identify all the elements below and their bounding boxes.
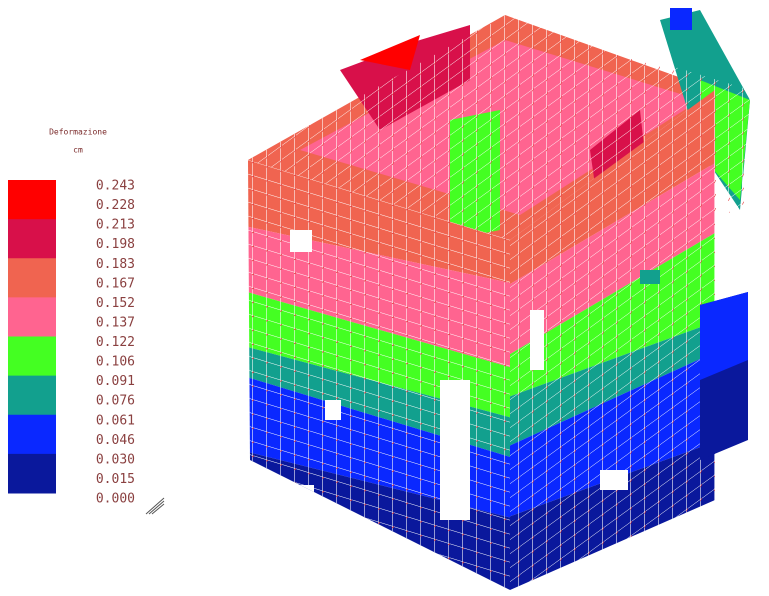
hatch-icon <box>145 497 165 515</box>
legend-label: 0.015 <box>96 472 135 487</box>
legend-label: 0.076 <box>96 394 135 409</box>
legend-label: 0.228 <box>96 198 135 213</box>
legend-swatch <box>8 219 56 259</box>
legend-label: 0.061 <box>96 413 135 428</box>
window <box>530 310 544 370</box>
legend-label: 0.091 <box>96 374 135 389</box>
legend-swatch <box>8 453 56 494</box>
legend-swatch <box>8 336 56 377</box>
legend-swatch <box>8 180 56 220</box>
legend-label: 0.046 <box>96 433 135 448</box>
window <box>290 230 312 252</box>
legend-swatch <box>8 297 56 337</box>
patch <box>360 35 420 70</box>
legend-label: 0.167 <box>96 276 135 291</box>
window <box>300 485 314 501</box>
patch <box>640 270 660 284</box>
legend-label: 0.137 <box>96 315 135 330</box>
legend-label: 0.000 <box>96 492 135 507</box>
legend-swatch <box>8 414 56 455</box>
legend-label: 0.030 <box>96 452 135 467</box>
legend-title: Deformazione <box>49 128 107 137</box>
legend-label: 0.198 <box>96 237 135 252</box>
legend-label: 0.213 <box>96 218 135 233</box>
window <box>600 470 628 490</box>
legend-unit: cm <box>73 146 83 155</box>
legend: Deformazione cm 0.243 0.228 0.213 0.198 0.18… <box>8 128 165 515</box>
legend-label: 0.152 <box>96 296 135 311</box>
window <box>440 380 470 520</box>
patch <box>670 8 692 30</box>
window <box>325 400 341 420</box>
legend-label: 0.183 <box>96 257 135 272</box>
legend-label: 0.106 <box>96 355 135 370</box>
legend-label: 0.243 <box>96 179 135 194</box>
legend-swatch <box>8 258 56 298</box>
annex <box>700 292 748 380</box>
legend-swatch <box>8 375 56 416</box>
legend-label: 0.122 <box>96 335 135 350</box>
